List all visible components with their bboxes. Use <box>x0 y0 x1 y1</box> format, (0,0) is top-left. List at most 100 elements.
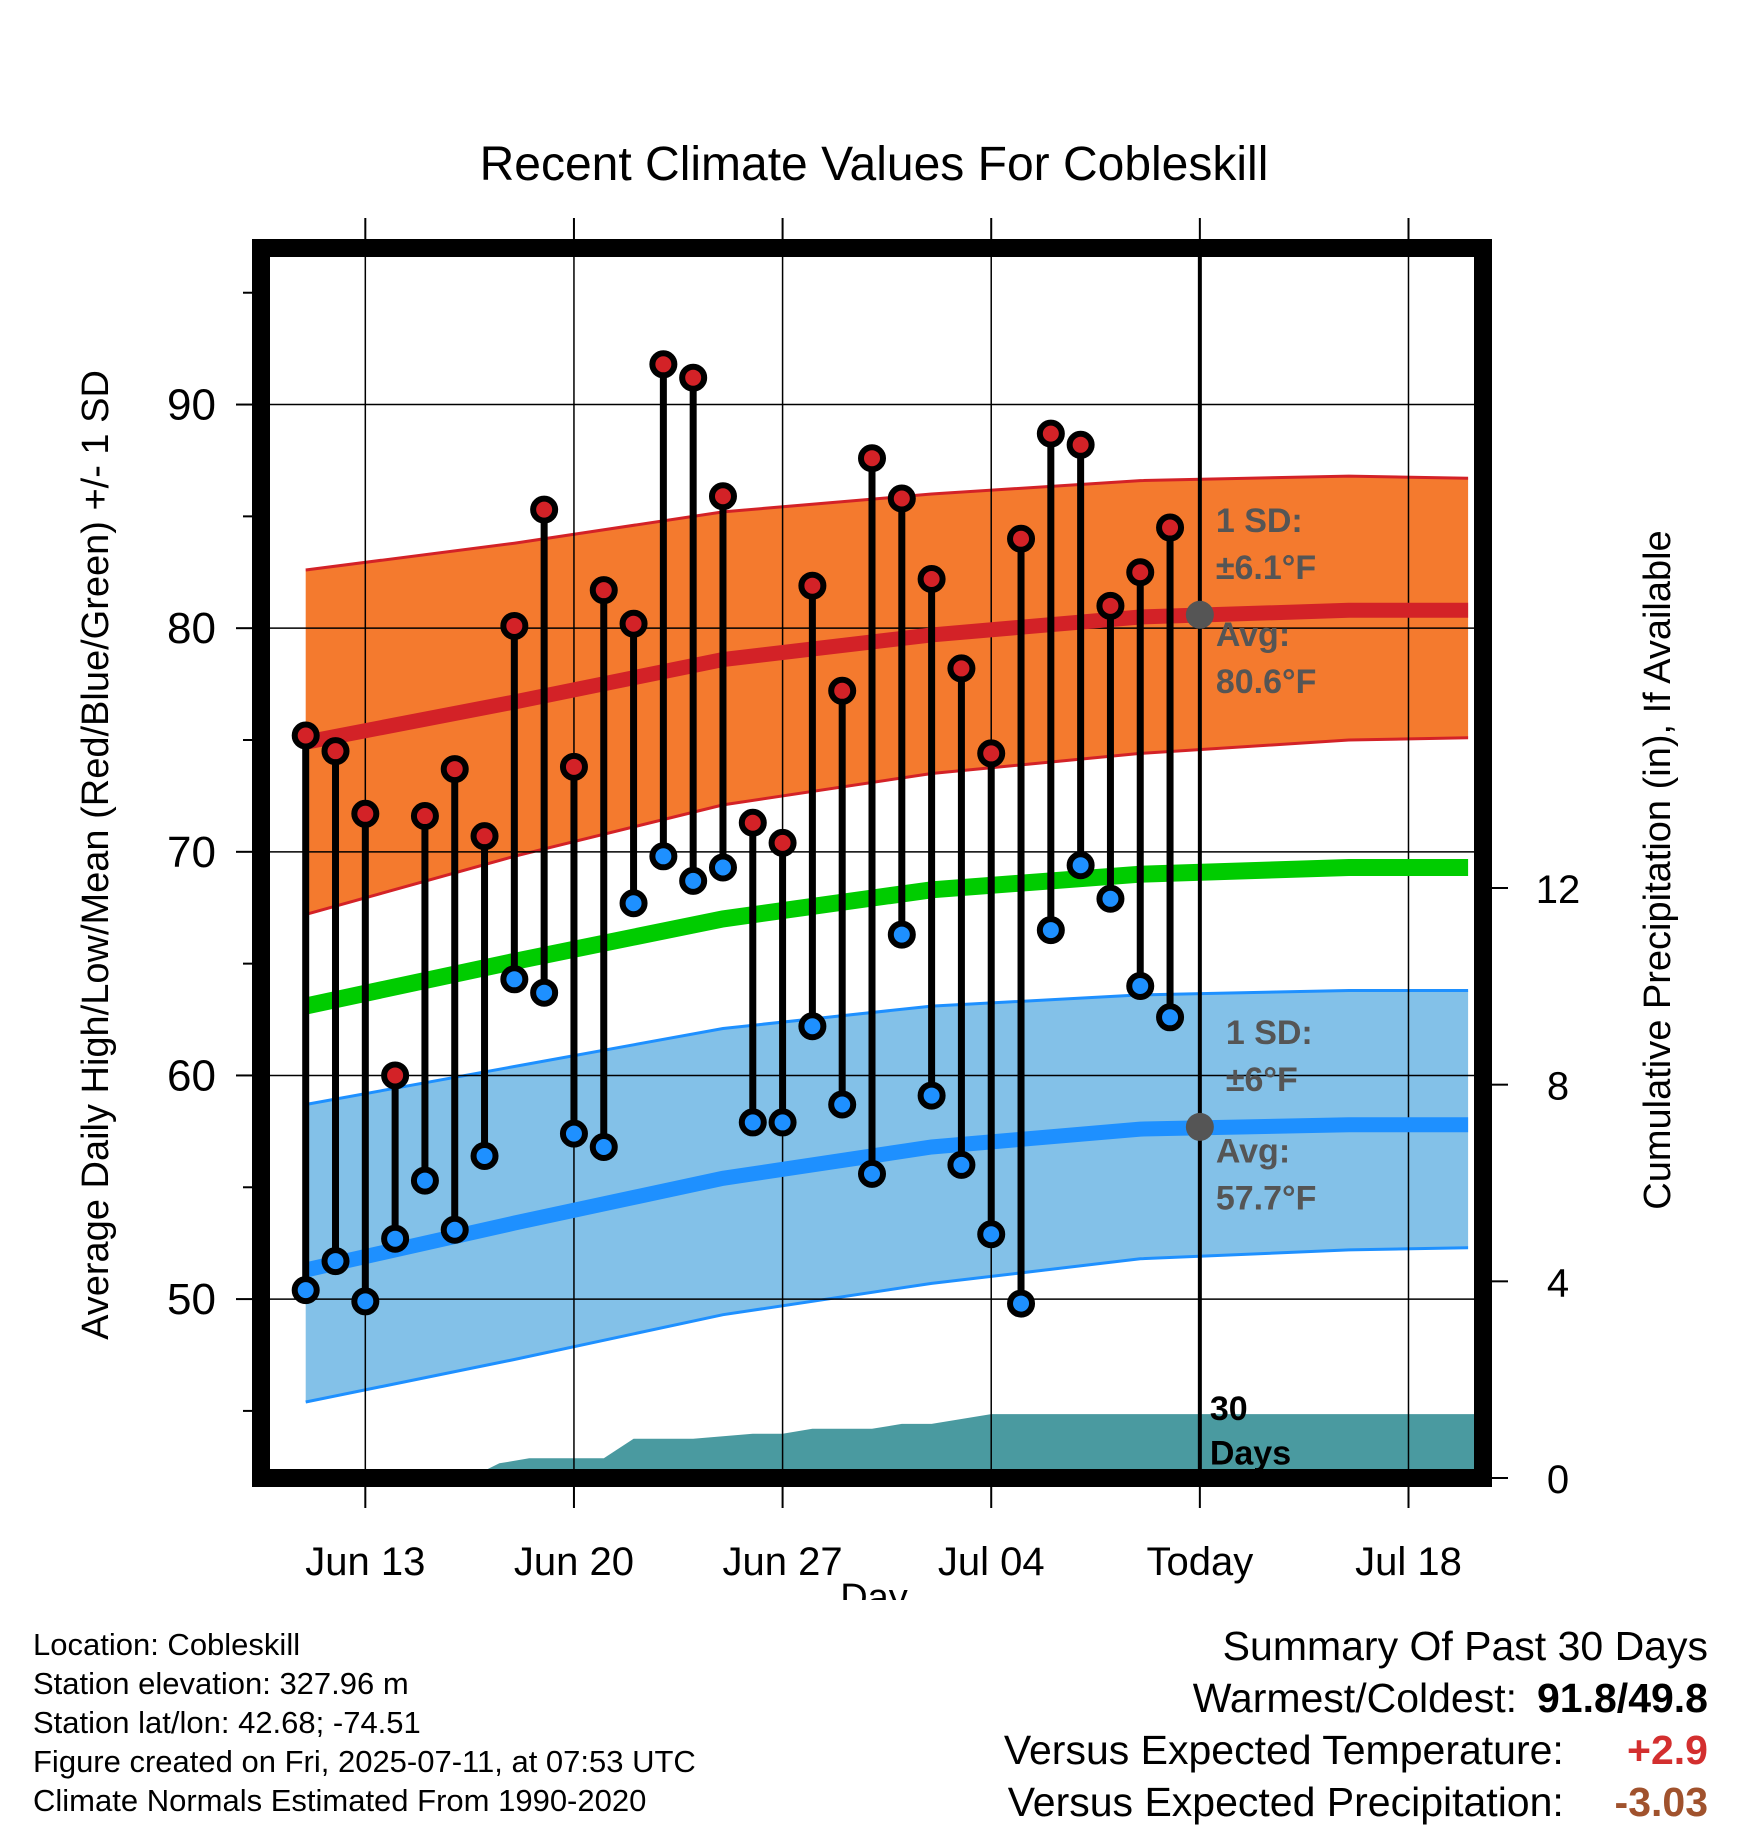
daily-high-point <box>1156 513 1185 542</box>
high-sd-upper-line <box>305 474 1469 572</box>
daily-low-point <box>351 1287 380 1316</box>
daily-high-point <box>410 802 439 831</box>
daily-low-point <box>589 1133 618 1162</box>
daily-low-point <box>619 889 648 918</box>
daily-low-point <box>410 1166 439 1195</box>
daily-high-point <box>738 808 767 837</box>
created-text: Figure created on Fri, 2025-07-11, at 07… <box>33 1744 696 1779</box>
daily-low-point <box>1007 1289 1036 1318</box>
daily-low-point <box>738 1108 767 1137</box>
daily-high-point <box>559 752 588 781</box>
warmest-coldest-label: Warmest/Coldest: <box>1192 1675 1517 1721</box>
y-tick-label: 50 <box>167 1275 216 1324</box>
high-sd-value: ±6.1°F <box>1216 549 1316 587</box>
precip-anomaly-label: Versus Expected Precipitation: <box>1007 1779 1564 1825</box>
daily-low-point <box>1126 972 1155 1000</box>
today-avg-low-marker <box>1185 1112 1214 1141</box>
daily-low-point <box>440 1215 469 1244</box>
daily-high-point <box>291 721 320 750</box>
daily-low-point <box>947 1150 976 1179</box>
daily-high-point <box>321 737 350 766</box>
daily-high-point <box>1096 591 1125 620</box>
daily-high-point <box>798 571 827 600</box>
daily-low-point <box>1066 851 1095 880</box>
y2-tick-label: 12 <box>1536 868 1581 912</box>
chart-title: Recent Climate Values For Cobleskill <box>480 138 1269 191</box>
daily-high-point <box>1126 558 1155 587</box>
temp-anomaly-value: +2.9 <box>1627 1727 1708 1773</box>
x-axis-label: Day <box>840 1577 908 1600</box>
x-tick-label: Jun 20 <box>514 1540 634 1584</box>
daily-high-point <box>1007 524 1036 553</box>
low-sd-label: 1 SD: <box>1226 1014 1313 1052</box>
low-avg-label: Avg: <box>1216 1133 1290 1171</box>
y2-axis-label: Cumulative Precipitation (in), If Availa… <box>1637 530 1679 1209</box>
daily-high-point <box>977 739 1006 768</box>
location-text: Location: Cobleskill <box>33 1627 301 1662</box>
daily-high-point <box>530 495 559 524</box>
daily-low-point <box>708 853 737 882</box>
daily-low-point <box>887 920 916 949</box>
y-tick-label: 70 <box>167 828 216 877</box>
daily-low-point <box>321 1247 350 1276</box>
daily-low-point <box>500 965 529 994</box>
daily-high-point <box>381 1061 410 1090</box>
low-sd-value: ±6°F <box>1226 1061 1298 1099</box>
daily-low-point <box>1096 884 1125 913</box>
daily-low-point <box>470 1141 499 1170</box>
x-tick-label: Jun 13 <box>305 1540 425 1584</box>
elevation-text: Station elevation: 327.96 m <box>33 1666 409 1701</box>
temp-anomaly-row: Versus Expected Temperature: +2.9 <box>1004 1724 1708 1776</box>
daily-high-point <box>917 564 946 593</box>
y-axis-label: Average Daily High/Low/Mean (Red/Blue/Gr… <box>75 370 117 1340</box>
daily-high-point <box>887 484 916 513</box>
daily-high-point <box>440 755 469 784</box>
daily-low-point <box>381 1224 410 1253</box>
precip-anomaly-value: -3.03 <box>1614 1779 1708 1825</box>
plot-area: 1 SD: ±6.1°F Avg: 80.6°F 1 SD: ±6°F Avg: 57.7°F… <box>167 218 1580 1584</box>
daily-high-point <box>708 482 737 511</box>
daily-high-point <box>828 676 857 705</box>
x-tick-label: Jun 27 <box>723 1540 843 1584</box>
avg-low-line <box>304 1117 1469 1278</box>
daily-low-point <box>649 842 678 871</box>
daily-high-point <box>470 822 499 851</box>
daily-low-point <box>1156 1003 1185 1032</box>
daily-low-point <box>768 1108 797 1137</box>
avg-mean-line <box>303 859 1469 1015</box>
low-sd-lower-line <box>305 1246 1469 1404</box>
daily-low-point <box>559 1119 588 1148</box>
daily-low-point <box>679 866 708 895</box>
daily-high-point <box>679 363 708 392</box>
station-info: Location: Cobleskill Station elevation: … <box>33 1625 696 1820</box>
x-tick-label: Today <box>1146 1540 1253 1584</box>
y2-tick-label: 8 <box>1547 1065 1569 1109</box>
y2-tick-label: 4 <box>1547 1261 1569 1305</box>
daily-high-point <box>1066 430 1095 459</box>
x-tick-label: Jul 18 <box>1355 1540 1462 1584</box>
daily-high-point <box>649 350 678 379</box>
daily-low-point <box>828 1090 857 1119</box>
daily-high-point <box>619 609 648 638</box>
daily-high-point <box>500 611 529 640</box>
daily-high-point <box>351 799 380 828</box>
daily-low-point <box>798 1012 827 1041</box>
high-avg-value: 80.6°F <box>1216 663 1317 701</box>
low-avg-value: 57.7°F <box>1216 1180 1317 1218</box>
daily-high-point <box>1036 419 1065 448</box>
daily-low-point <box>1036 916 1065 945</box>
daily-low-point <box>977 1220 1006 1249</box>
high-avg-label: Avg: <box>1216 616 1290 654</box>
today-avg-high-marker <box>1185 600 1214 629</box>
normals-text: Climate Normals Estimated From 1990-2020 <box>33 1783 647 1818</box>
precip-days-number: 30 <box>1210 1390 1248 1428</box>
warmest-coldest-row: Warmest/Coldest: 91.8/49.8 <box>1004 1672 1708 1724</box>
daily-low-point <box>530 978 559 1007</box>
y-tick-label: 90 <box>167 381 216 430</box>
y-tick-label: 60 <box>167 1051 216 1100</box>
x-tick-label: Jul 04 <box>938 1540 1045 1584</box>
daily-low-point <box>291 1276 320 1305</box>
warmest-coldest-value: 91.8/49.8 <box>1537 1675 1708 1721</box>
summary-panel: Summary Of Past 30 Days Warmest/Coldest:… <box>1004 1620 1708 1828</box>
y2-tick-label: 0 <box>1547 1458 1569 1502</box>
